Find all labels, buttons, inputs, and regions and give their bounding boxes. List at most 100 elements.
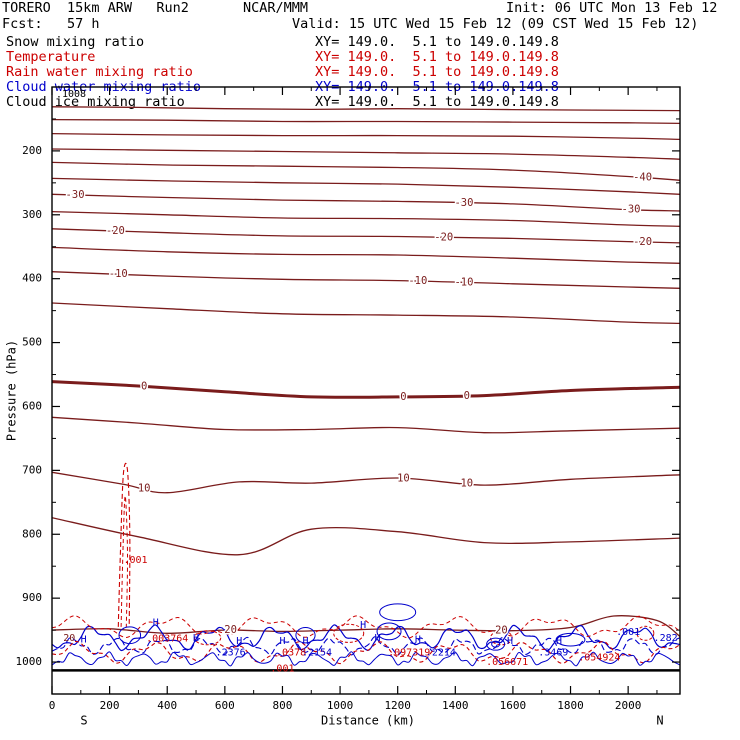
endpoint-right: N <box>656 714 663 728</box>
x-tick-label: 800 <box>273 699 293 712</box>
isotherm-m25 <box>52 210 680 227</box>
moisture-value-label: .3469 <box>538 647 568 658</box>
plot-header: TORERO 15km ARW Run2 NCAR/MMM Init: 06 U… <box>0 0 740 112</box>
high-marker: H <box>236 636 242 647</box>
isotherm-label: 10 <box>460 478 473 490</box>
isotherm-label: -10 <box>408 275 427 287</box>
isotherm-10 <box>52 471 680 494</box>
field-temperature-xy: XY= 149.0. 5.1 to 149.0.149.8 <box>315 49 559 65</box>
field-rain-name: Rain water mixing ratio <box>6 64 193 80</box>
x-tick-label: 2000 <box>615 699 642 712</box>
moisture-cell <box>491 640 501 648</box>
x-tick-label: 200 <box>100 699 120 712</box>
moisture-value-label: .2154 <box>302 647 332 658</box>
plot-frame <box>51 86 681 695</box>
isotherm-label: -10 <box>454 276 473 288</box>
moisture-value-label: .282 <box>654 633 678 644</box>
isotherm-m10 <box>52 271 680 289</box>
moisture-value-label: .001 <box>270 663 294 674</box>
isotherm-m35 <box>52 177 680 195</box>
cloud-water-contour-inner <box>52 636 680 656</box>
moisture-value-label: .056671 <box>486 657 528 668</box>
isotherm-label: -30 <box>622 204 641 216</box>
isotherm-label: 0 <box>141 380 147 392</box>
x-tick-label: 600 <box>215 699 235 712</box>
isotherm-label: 0 <box>400 391 406 403</box>
high-marker: H <box>360 620 366 631</box>
moisture-cell <box>636 625 655 641</box>
isotherm-m45 <box>52 148 680 160</box>
forecast-hour: Fcst: 57 h <box>2 16 100 32</box>
high-marker: H <box>193 633 199 644</box>
moisture-value-label: .054924 <box>578 653 620 664</box>
organization-label: NCAR/MMM <box>243 0 309 16</box>
contour-labels: -40 -30 -30 -30 -20 -20 -20 -10 -10 -10 0 0 0 10 10 10 2… <box>62 89 678 674</box>
moisture-value-label: .2376 <box>216 647 246 658</box>
y-tick-label: 400 <box>22 272 42 285</box>
isotherm-label: 20 <box>63 633 75 644</box>
moisture-cell <box>376 622 402 641</box>
y-tick-label: 900 <box>22 591 42 604</box>
isotherm-m40 <box>52 161 680 181</box>
isotherm-label: 10 <box>138 482 151 494</box>
high-marker: H <box>556 636 562 647</box>
isotherm-label: -30 <box>66 189 85 201</box>
x-tick-label: 1000 <box>327 699 354 712</box>
cloud-water-contour-base <box>52 651 680 667</box>
x-axis-title: Distance (km) <box>321 714 415 728</box>
high-marker: H <box>279 636 285 647</box>
moisture-value-label: .001 <box>616 627 640 638</box>
endpoint-left: S <box>80 714 87 728</box>
moisture-contours <box>52 462 680 667</box>
x-tick-label: 400 <box>157 699 177 712</box>
x-tick-label: 0 <box>49 699 56 712</box>
isotherm-label: 0 <box>464 390 470 402</box>
isotherm-label: 10 <box>397 473 410 485</box>
y-tick-label: 300 <box>22 208 42 221</box>
field-cloud-ice-xy: XY= 149.0. 5.1 to 149.0.149.8 <box>315 94 559 110</box>
moisture-cell <box>486 637 506 651</box>
top-label: 1008 <box>62 89 86 100</box>
valid-time: Valid: 15 UTC Wed 15 Feb 12 (09 CST Wed … <box>292 16 699 32</box>
moisture-value-label: .001 <box>123 555 147 566</box>
moisture-cell <box>295 627 316 644</box>
y-tick-label: 600 <box>22 399 42 412</box>
isotherm-m50 <box>52 132 680 141</box>
moisture-value-label: .003764 <box>146 633 188 644</box>
x-tick-label: 1400 <box>442 699 469 712</box>
isotherm-m15 <box>52 246 680 264</box>
isotherm-m5 <box>52 302 680 325</box>
y-tick-label: 1000 <box>16 655 43 668</box>
high-marker: H <box>415 635 421 646</box>
isotherm-label: -30 <box>454 197 473 209</box>
y-axis-title: Pressure (hPa) <box>5 340 19 441</box>
high-marker: H <box>153 617 159 628</box>
high-marker: H <box>507 636 513 647</box>
field-snow-name: Snow mixing ratio <box>6 34 145 50</box>
moisture-cell <box>333 623 365 643</box>
y-tick-label: 200 <box>22 144 42 157</box>
x-tick-label: 1600 <box>500 699 527 712</box>
field-temperature-name: Temperature <box>6 49 96 65</box>
field-snow-xy: XY= 149.0. 5.1 to 149.0.149.8 <box>315 34 559 50</box>
isotherm-label: -20 <box>633 236 652 248</box>
isotherm-label: -20 <box>106 225 125 237</box>
y-tick-label: 700 <box>22 463 42 476</box>
moisture-cell <box>118 626 142 645</box>
high-marker: H <box>375 633 381 644</box>
moisture-cell <box>193 630 222 646</box>
moisture-cell <box>490 630 513 646</box>
x-tick-label: 1800 <box>557 699 584 712</box>
isotherm-0 <box>52 380 680 399</box>
isotherm-m20 <box>52 228 680 244</box>
init-time: Init: 06 UTC Mon 13 Feb 12 <box>506 0 718 16</box>
x-tick-label: 1200 <box>384 699 411 712</box>
isotherm-20 <box>52 615 680 638</box>
moisture-value-label: .2214 <box>426 647 456 658</box>
isotherm-15 <box>52 517 680 556</box>
isotherm-m55 <box>52 118 680 125</box>
temperature-contours <box>52 106 680 638</box>
isotherm-5 <box>52 416 680 434</box>
moisture-cell <box>379 603 417 622</box>
